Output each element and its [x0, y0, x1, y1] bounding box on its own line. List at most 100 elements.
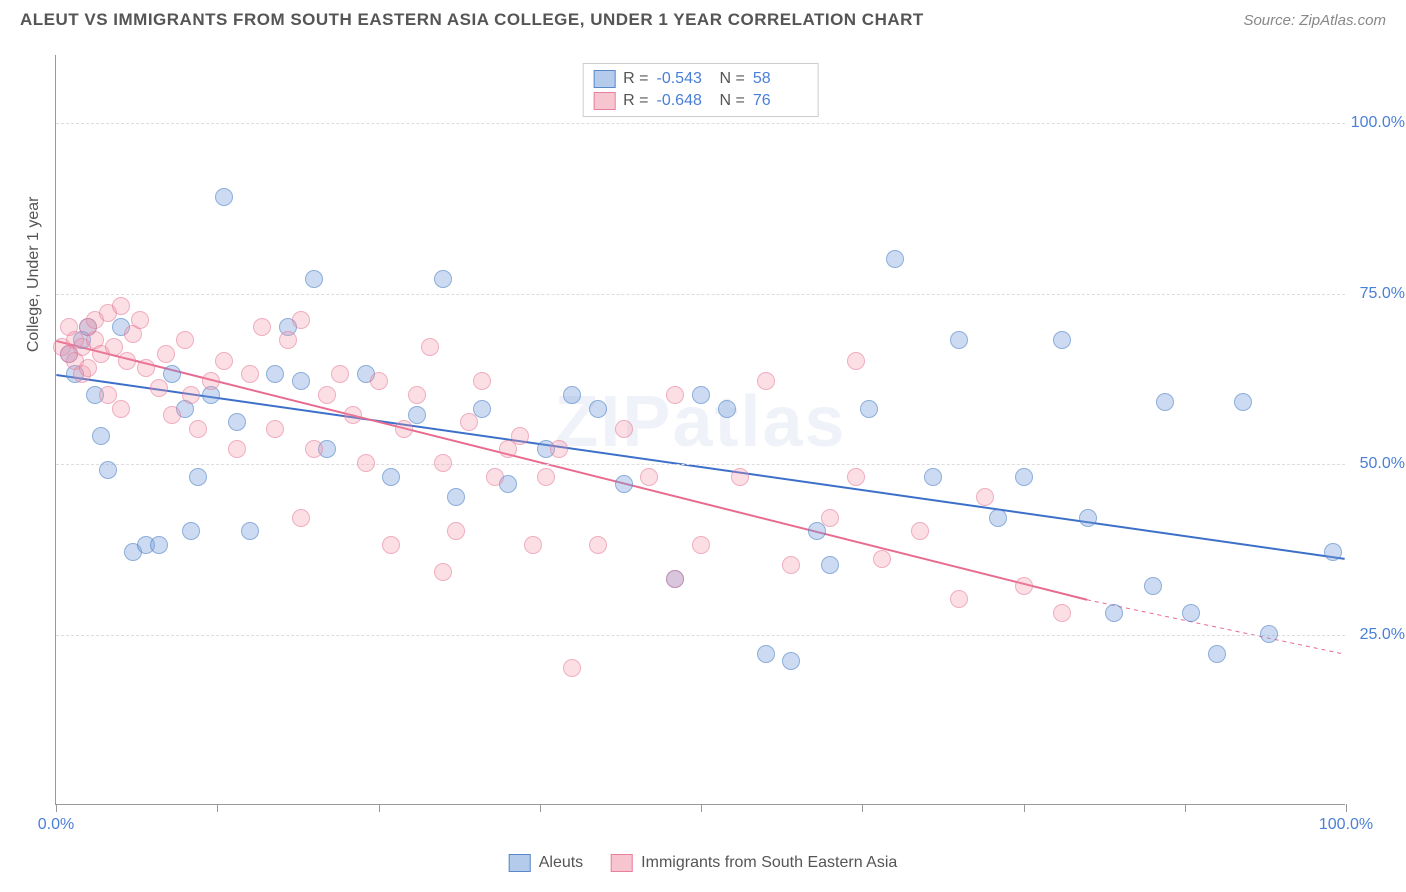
y-axis-label: College, Under 1 year — [25, 197, 43, 353]
r-label: R = — [623, 70, 648, 88]
scatter-point — [318, 386, 336, 404]
scatter-point — [589, 400, 607, 418]
chart-title: ALEUT VS IMMIGRANTS FROM SOUTH EASTERN A… — [20, 10, 924, 30]
scatter-point — [563, 659, 581, 677]
legend-label: Aleuts — [539, 854, 583, 872]
scatter-point — [344, 406, 362, 424]
scatter-point — [137, 359, 155, 377]
gridline — [56, 464, 1345, 465]
scatter-point — [266, 420, 284, 438]
scatter-point — [589, 536, 607, 554]
legend-row: R =-0.648N =76 — [593, 90, 808, 112]
y-tick-label: 100.0% — [1351, 114, 1405, 132]
scatter-point — [266, 365, 284, 383]
scatter-point — [79, 359, 97, 377]
scatter-point — [860, 400, 878, 418]
scatter-point — [1156, 393, 1174, 411]
x-tick — [1024, 804, 1025, 812]
scatter-point — [382, 468, 400, 486]
scatter-point — [163, 365, 181, 383]
scatter-point — [1053, 331, 1071, 349]
trendlines-svg — [56, 55, 1345, 804]
scatter-point — [1105, 604, 1123, 622]
scatter-point — [408, 386, 426, 404]
scatter-point — [182, 522, 200, 540]
r-label: R = — [623, 92, 648, 110]
n-label: N = — [720, 70, 745, 88]
scatter-point — [99, 461, 117, 479]
x-tick-label: 0.0% — [38, 816, 74, 834]
scatter-point — [718, 400, 736, 418]
gridline — [56, 294, 1345, 295]
scatter-point — [395, 420, 413, 438]
x-tick — [56, 804, 57, 812]
legend-swatch — [593, 70, 615, 88]
legend-label: Immigrants from South Eastern Asia — [641, 854, 897, 872]
scatter-point — [1015, 468, 1033, 486]
scatter-point — [131, 311, 149, 329]
scatter-point — [821, 556, 839, 574]
y-tick-label: 25.0% — [1360, 626, 1405, 644]
scatter-point — [550, 440, 568, 458]
scatter-point — [241, 522, 259, 540]
series-legend: Aleuts Immigrants from South Eastern Asia — [509, 854, 898, 872]
scatter-point — [460, 413, 478, 431]
scatter-point — [473, 372, 491, 390]
scatter-point — [989, 509, 1007, 527]
x-tick — [701, 804, 702, 812]
scatter-point — [1260, 625, 1278, 643]
scatter-point — [150, 536, 168, 554]
x-tick — [540, 804, 541, 812]
scatter-point — [486, 468, 504, 486]
scatter-point — [215, 188, 233, 206]
scatter-point — [189, 420, 207, 438]
scatter-point — [189, 468, 207, 486]
scatter-point — [640, 468, 658, 486]
y-tick-label: 50.0% — [1360, 455, 1405, 473]
scatter-point — [757, 372, 775, 390]
scatter-point — [1015, 577, 1033, 595]
scatter-point — [782, 556, 800, 574]
r-value: -0.543 — [657, 70, 712, 88]
x-tick — [379, 804, 380, 812]
scatter-point — [924, 468, 942, 486]
scatter-point — [537, 468, 555, 486]
legend-row: R = -0.543 N = 58 — [593, 68, 808, 90]
scatter-point — [1234, 393, 1252, 411]
scatter-point — [447, 522, 465, 540]
scatter-point — [370, 372, 388, 390]
scatter-point — [757, 645, 775, 663]
scatter-point — [692, 536, 710, 554]
scatter-point — [331, 365, 349, 383]
scatter-point — [292, 372, 310, 390]
scatter-point — [615, 475, 633, 493]
scatter-point — [886, 250, 904, 268]
scatter-point — [112, 400, 130, 418]
legend-swatch — [593, 92, 615, 110]
scatter-point — [253, 318, 271, 336]
legend-item: Immigrants from South Eastern Asia — [611, 854, 897, 872]
scatter-point — [434, 454, 452, 472]
scatter-point — [1079, 509, 1097, 527]
scatter-point — [408, 406, 426, 424]
scatter-point — [215, 352, 233, 370]
scatter-point — [563, 386, 581, 404]
scatter-point — [112, 297, 130, 315]
scatter-point — [279, 331, 297, 349]
n-value: 58 — [753, 70, 808, 88]
scatter-point — [911, 522, 929, 540]
x-tick — [1185, 804, 1186, 812]
scatter-point — [847, 468, 865, 486]
gridline — [56, 635, 1345, 636]
scatter-point — [357, 454, 375, 472]
x-tick — [862, 804, 863, 812]
source-label: Source: ZipAtlas.com — [1243, 12, 1386, 29]
scatter-point — [1182, 604, 1200, 622]
scatter-point — [1144, 577, 1162, 595]
scatter-point — [305, 270, 323, 288]
scatter-point — [176, 331, 194, 349]
x-tick — [1346, 804, 1347, 812]
legend-swatch — [509, 854, 531, 872]
gridline — [56, 123, 1345, 124]
scatter-point — [447, 488, 465, 506]
